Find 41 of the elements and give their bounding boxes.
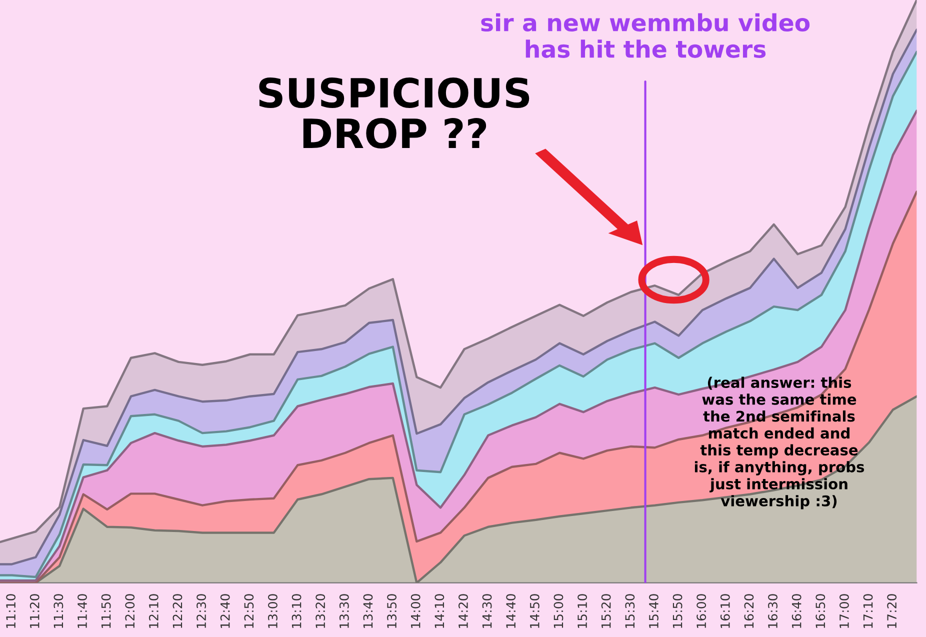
x-tick-label: 17:20 bbox=[887, 594, 897, 628]
x-tick-label: 13:20 bbox=[316, 594, 326, 628]
x-tick-label: 15:40 bbox=[648, 594, 658, 628]
x-tick-label: 14:20 bbox=[458, 594, 468, 628]
x-tick-label: 16:30 bbox=[768, 594, 778, 628]
x-tick-label: 16:20 bbox=[744, 594, 754, 628]
x-tick-label: 16:50 bbox=[816, 594, 826, 628]
x-tick-label: 16:10 bbox=[720, 594, 730, 628]
x-tick-label: 15:50 bbox=[672, 594, 682, 628]
x-tick-label: 12:00 bbox=[125, 594, 135, 628]
x-tick-label: 14:30 bbox=[482, 594, 492, 628]
x-tick-label: 11:40 bbox=[78, 594, 87, 628]
x-tick-label: 13:40 bbox=[363, 594, 373, 628]
x-tick-label: 13:50 bbox=[387, 594, 397, 628]
x-tick-label: 14:40 bbox=[506, 594, 516, 628]
x-tick-label: 15:10 bbox=[578, 594, 588, 628]
ref-line-label: sir a new wemmbu video has hit the towers bbox=[481, 13, 810, 58]
x-tick-label: 12:30 bbox=[196, 594, 206, 628]
x-tick-label: 14:50 bbox=[530, 594, 540, 628]
x-tick-label: 17:00 bbox=[839, 594, 849, 628]
x-tick-label: 17:10 bbox=[863, 594, 873, 628]
x-tick-label: 13:10 bbox=[292, 594, 302, 628]
x-tick-label: 15:20 bbox=[601, 594, 611, 628]
x-tick-label: 12:20 bbox=[172, 594, 182, 628]
x-tick-label: 14:00 bbox=[410, 594, 420, 628]
x-tick-label: 11:30 bbox=[54, 594, 64, 628]
x-tick-label: 13:30 bbox=[339, 594, 349, 628]
x-tick-label: 15:00 bbox=[554, 594, 564, 628]
x-tick-label: 11:10 bbox=[6, 594, 16, 628]
x-tick-label: 11:50 bbox=[101, 594, 111, 628]
x-tick-label: 16:00 bbox=[696, 594, 706, 628]
annotation: SUSPICIOUS DROP ?? bbox=[259, 78, 530, 149]
x-tick-label: 12:10 bbox=[148, 594, 158, 628]
x-tick-label: 12:50 bbox=[244, 594, 254, 628]
annotation: (real answer: this was the same time the 2nd semifinals match ended and this temp decrease is, if anything, probs just intermission viewership :3) bbox=[694, 376, 864, 510]
x-tick-label: 14:10 bbox=[434, 594, 444, 628]
x-tick-label: 11:20 bbox=[30, 594, 40, 628]
x-tick-label: 12:40 bbox=[220, 594, 230, 628]
x-tick-label: 13:00 bbox=[268, 594, 278, 628]
x-tick-label: 16:40 bbox=[792, 594, 802, 628]
x-tick-label: 15:30 bbox=[625, 594, 635, 628]
